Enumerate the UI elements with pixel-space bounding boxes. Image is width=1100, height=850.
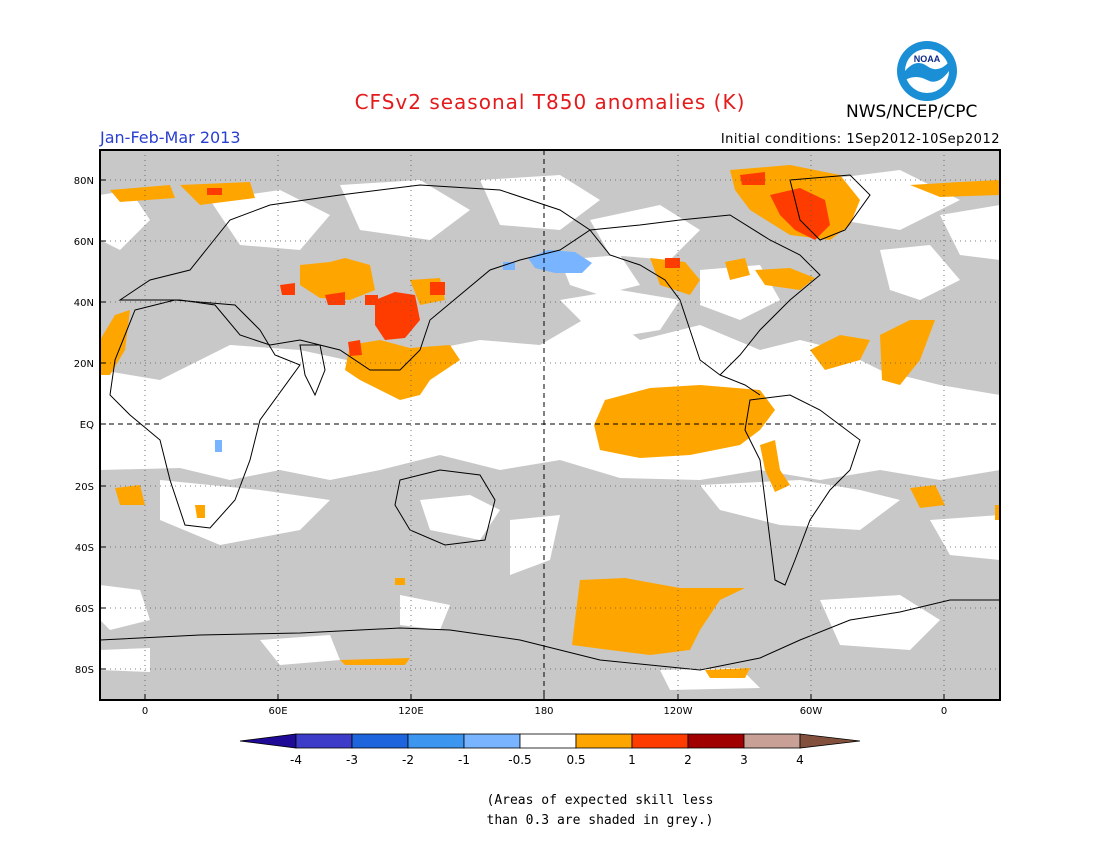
lat-label: 40N	[74, 298, 94, 309]
colorbar-swatch	[687, 733, 745, 749]
forecast-period: Jan-Feb-Mar 2013	[100, 128, 241, 147]
colorbar-labels: -4 -3 -2 -1 -0.5 0.5 1 2 3 4	[290, 753, 804, 767]
colorbar-right-arrow	[799, 733, 861, 749]
skill-note: (Areas of expected skill less than 0.3 a…	[470, 791, 730, 831]
lon-label: 60E	[268, 706, 287, 717]
equator-dateline	[100, 150, 1000, 700]
colorbar-label: -2	[402, 753, 414, 767]
lat-label: 60S	[75, 604, 94, 615]
lon-label: 0	[142, 706, 148, 717]
colorbar-label: -3	[346, 753, 358, 767]
map-frame	[99, 149, 1001, 701]
colorbar-swatch	[407, 733, 465, 749]
lat-label: EQ	[80, 420, 94, 431]
lon-label: 120W	[664, 706, 693, 717]
latitude-labels: 80N 60N 40N 20N EQ 20S 40S 60S 80S	[74, 176, 94, 676]
colorbar-label: -0.5	[508, 753, 531, 767]
colorbar-left-arrow	[239, 733, 297, 749]
lon-label: 180	[534, 706, 553, 717]
lat-label: 40S	[75, 543, 94, 554]
colorbar-label: 0.5	[566, 753, 585, 767]
anomaly-regions-1-2K	[207, 172, 830, 356]
coastlines	[100, 174, 1000, 671]
initial-conditions: Initial conditions: 1Sep2012-10Sep2012	[720, 132, 1000, 147]
colorbar-swatch	[743, 733, 801, 749]
colorbar-label: 4	[796, 753, 804, 767]
map-title: CFSv2 seasonal T850 anomalies (K)	[354, 90, 746, 114]
lon-label: 60W	[800, 706, 823, 717]
colorbar-swatch	[351, 733, 409, 749]
colorbar-label: 2	[684, 753, 692, 767]
colorbar-swatch	[575, 733, 633, 749]
lon-label: 120E	[398, 706, 423, 717]
colorbar-swatch	[631, 733, 689, 749]
lon-label: 0	[941, 706, 947, 717]
colorbar-swatch	[519, 733, 577, 749]
skill-note-line: than 0.3 are shaded in grey.)	[486, 813, 714, 828]
lat-label: 20N	[74, 359, 94, 370]
agency-label: NWS/NCEP/CPC	[846, 102, 978, 122]
lat-label: 80N	[74, 176, 94, 187]
colorbar-swatch	[295, 733, 353, 749]
colorbar-label: 1	[628, 753, 636, 767]
lat-label: 80S	[75, 665, 94, 676]
tick-marks	[100, 179, 945, 700]
svg-text:NOAA: NOAA	[914, 54, 941, 64]
colorbar-label: 3	[740, 753, 748, 767]
colorbar	[239, 733, 861, 749]
lat-label: 60N	[74, 237, 94, 248]
colorbar-label: -4	[290, 753, 302, 767]
longitude-labels: 0 60E 120E 180 120W 60W 0	[142, 706, 947, 717]
colorbar-label: -1	[458, 753, 470, 767]
skill-note-line: (Areas of expected skill less	[486, 793, 714, 808]
noaa-logo: NOAA	[897, 41, 957, 101]
colorbar-swatch	[463, 733, 521, 749]
graticule	[100, 150, 1000, 700]
lat-label: 20S	[75, 482, 94, 493]
